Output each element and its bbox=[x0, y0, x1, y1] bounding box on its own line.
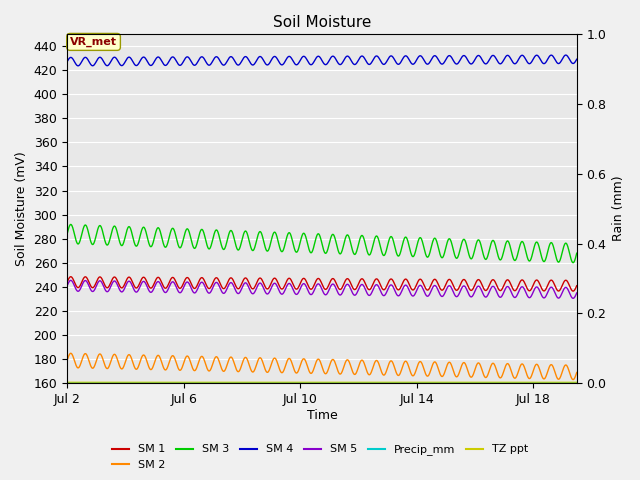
Legend: SM 1, SM 2, SM 3, SM 4, SM 5, Precip_mm, TZ ppt: SM 1, SM 2, SM 3, SM 4, SM 5, Precip_mm,… bbox=[108, 440, 532, 474]
X-axis label: Time: Time bbox=[307, 409, 337, 422]
Y-axis label: Rain (mm): Rain (mm) bbox=[612, 176, 625, 241]
Y-axis label: Soil Moisture (mV): Soil Moisture (mV) bbox=[15, 151, 28, 266]
Text: VR_met: VR_met bbox=[70, 37, 117, 47]
Title: Soil Moisture: Soil Moisture bbox=[273, 15, 371, 30]
